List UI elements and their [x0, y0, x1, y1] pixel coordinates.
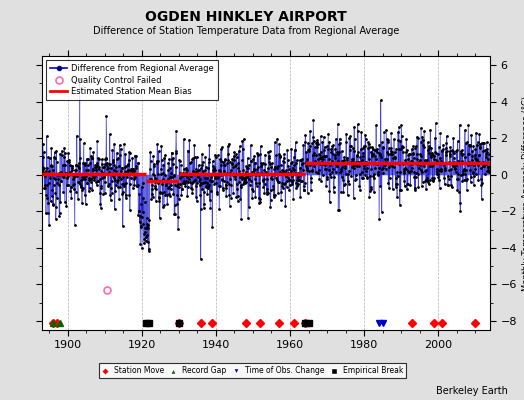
Text: OGDEN HINKLEY AIRPORT: OGDEN HINKLEY AIRPORT [145, 10, 347, 24]
Legend: Station Move, Record Gap, Time of Obs. Change, Empirical Break: Station Move, Record Gap, Time of Obs. C… [99, 363, 406, 378]
Y-axis label: Monthly Temperature Anomaly Difference (°C): Monthly Temperature Anomaly Difference (… [522, 96, 524, 290]
Text: Berkeley Earth: Berkeley Earth [436, 386, 508, 396]
Text: Difference of Station Temperature Data from Regional Average: Difference of Station Temperature Data f… [93, 26, 399, 36]
